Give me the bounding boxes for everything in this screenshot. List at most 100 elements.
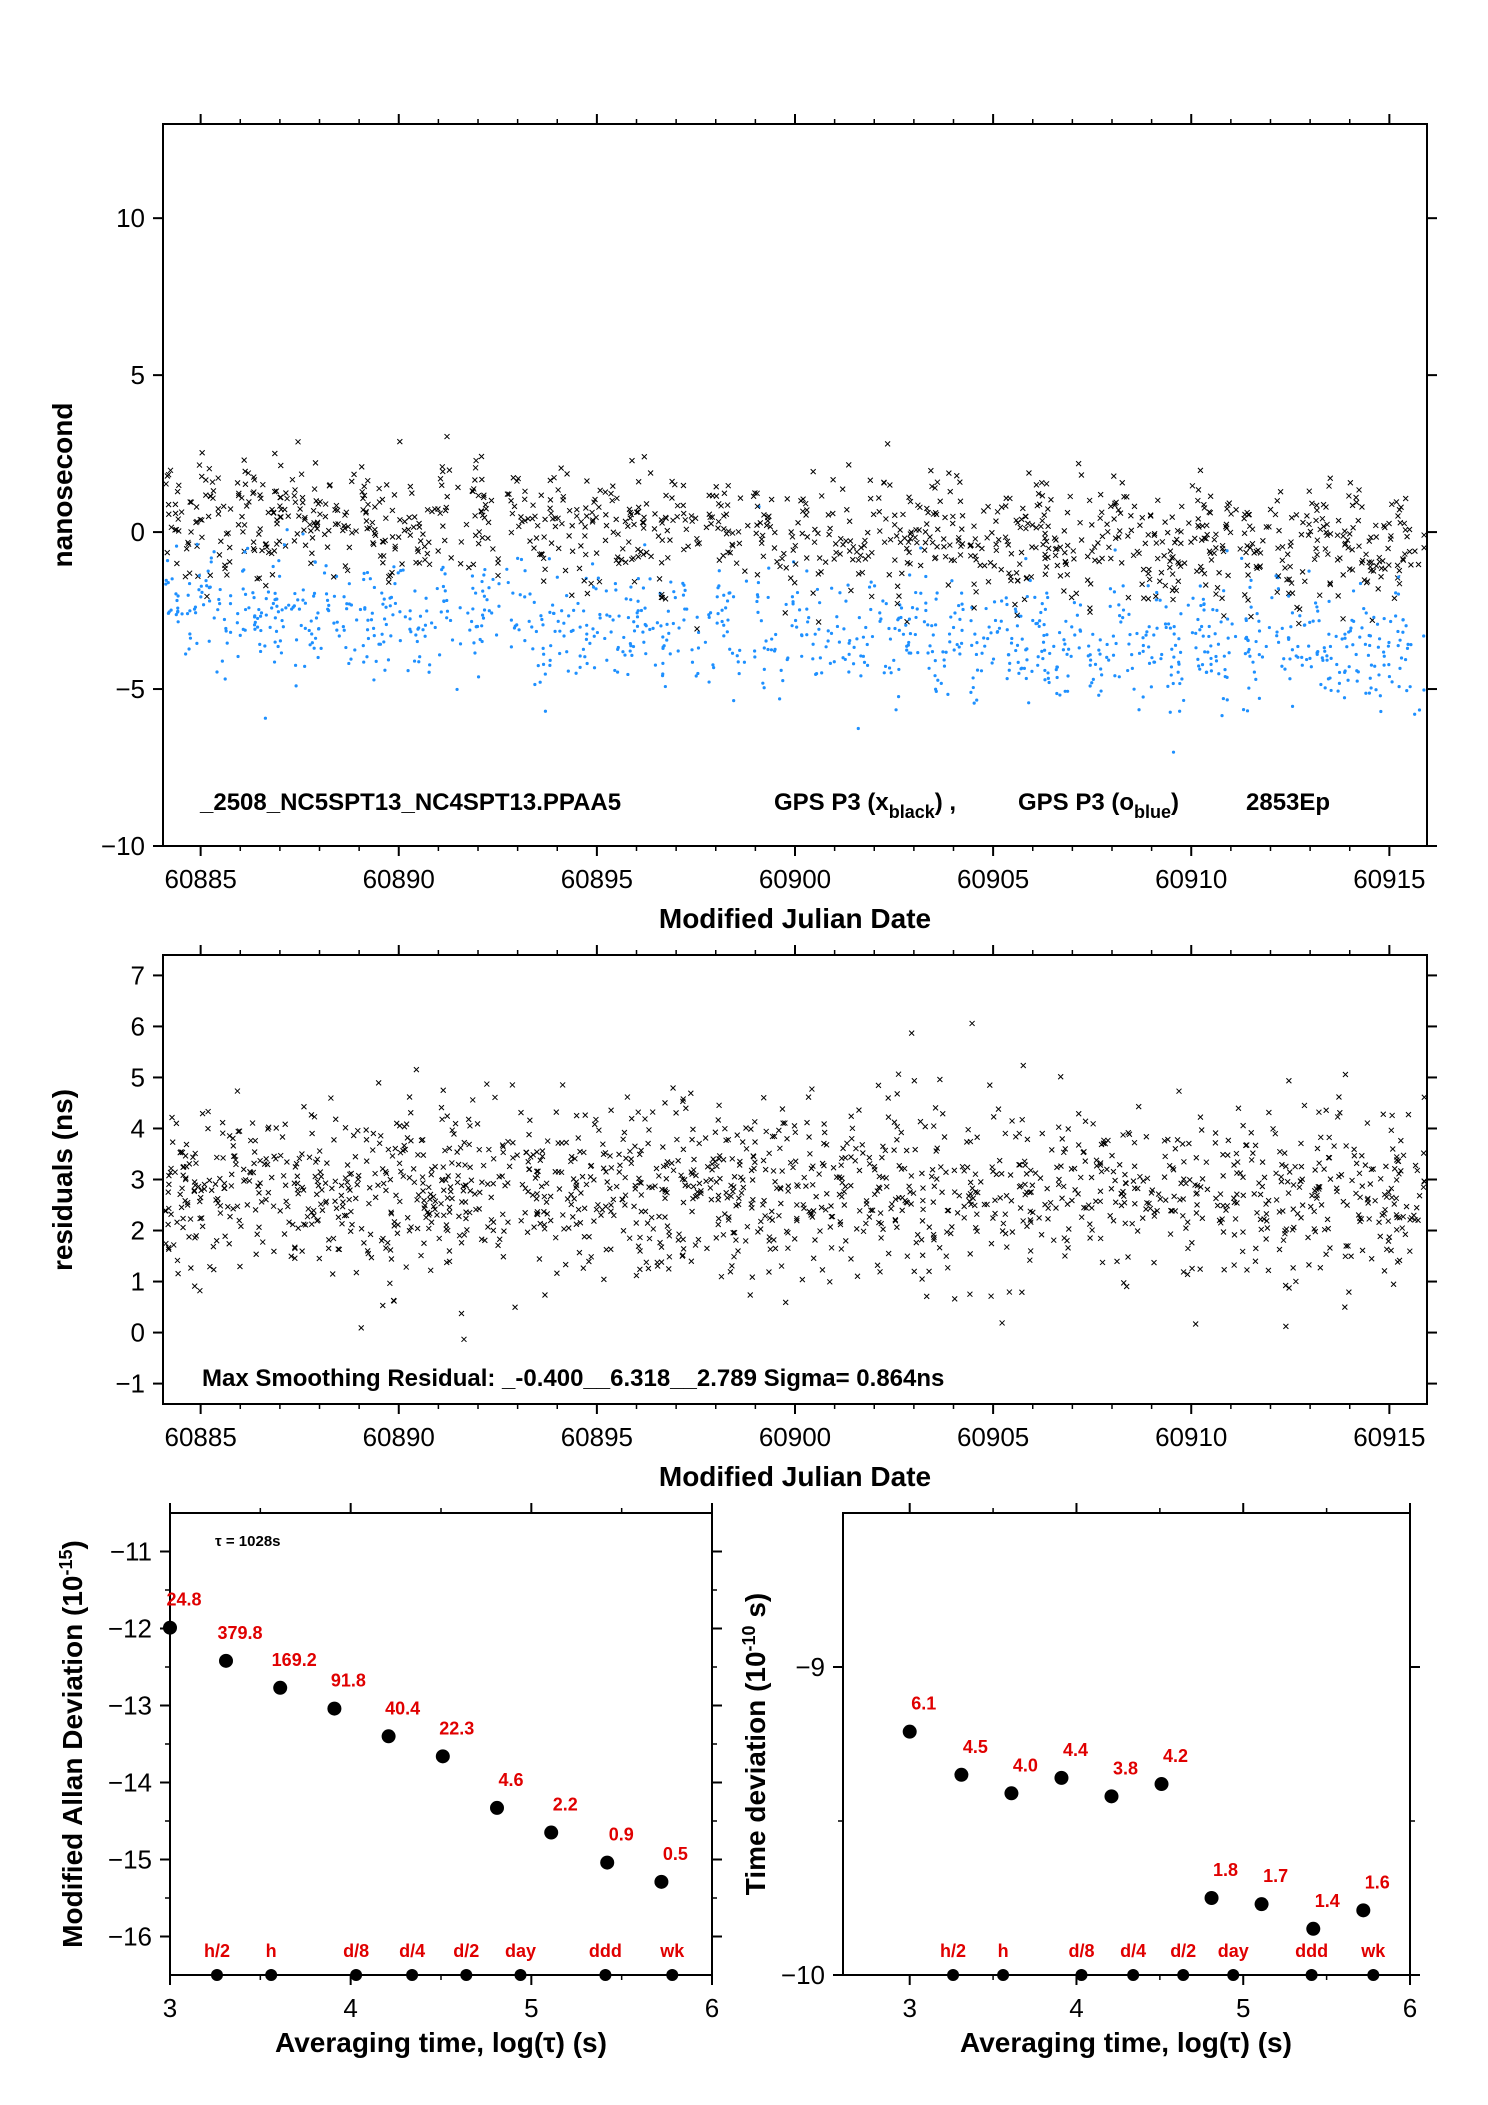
phase-point-blue bbox=[1322, 646, 1326, 650]
residual-point bbox=[822, 1206, 829, 1213]
residual-point bbox=[1020, 1218, 1027, 1224]
phase-point-black bbox=[1033, 524, 1040, 531]
phase-point-black bbox=[167, 467, 174, 474]
residual-point bbox=[707, 1185, 714, 1191]
phase-point-blue bbox=[1315, 605, 1319, 609]
residual-point bbox=[369, 1147, 376, 1153]
phase-point-blue bbox=[1113, 548, 1117, 552]
phase-point-black bbox=[703, 524, 710, 531]
phase-point-black bbox=[1320, 523, 1327, 530]
phase-point-black bbox=[441, 537, 448, 544]
residual-point bbox=[277, 1152, 284, 1159]
phase-point-black bbox=[581, 577, 588, 584]
phase-point-blue bbox=[774, 632, 778, 637]
phase-point-blue bbox=[1409, 643, 1413, 647]
residual-point bbox=[888, 1205, 894, 1212]
residual-point bbox=[919, 1197, 926, 1204]
phase-point-blue bbox=[1200, 624, 1204, 629]
phase-point-blue bbox=[786, 656, 790, 660]
residual-point bbox=[282, 1182, 289, 1189]
phase-point-black bbox=[1306, 488, 1313, 495]
phase-point-blue bbox=[800, 654, 804, 658]
phase-point-black bbox=[385, 579, 392, 585]
residual-point bbox=[1278, 1178, 1285, 1185]
residual-point bbox=[1137, 1173, 1143, 1180]
phase-point-blue bbox=[631, 644, 636, 649]
residual-point bbox=[1029, 1182, 1036, 1189]
residual-point bbox=[664, 1223, 671, 1230]
phase-point-blue bbox=[180, 612, 184, 616]
residual-point bbox=[882, 1147, 889, 1154]
phase-point-blue bbox=[224, 629, 228, 633]
residual-point bbox=[197, 1215, 203, 1222]
residual-point bbox=[1060, 1149, 1067, 1156]
phase-point-blue bbox=[1038, 619, 1042, 623]
residual-point bbox=[974, 1134, 981, 1141]
phase-point-black bbox=[1145, 531, 1152, 538]
residual-point bbox=[474, 1121, 481, 1127]
residual-point bbox=[418, 1252, 424, 1259]
residual-point bbox=[1180, 1196, 1187, 1202]
phase-point-blue bbox=[1289, 625, 1293, 629]
phase-point-black bbox=[1366, 538, 1373, 544]
residual-point bbox=[1075, 1142, 1082, 1148]
phase-point-blue bbox=[1179, 612, 1183, 616]
residual-point bbox=[1143, 1206, 1149, 1212]
phase-point-black bbox=[696, 540, 703, 546]
residual-point bbox=[650, 1226, 657, 1232]
residual-point bbox=[1324, 1216, 1331, 1223]
residual-point bbox=[828, 1244, 835, 1251]
residual-point bbox=[273, 1125, 280, 1131]
phase-point-blue bbox=[1389, 619, 1393, 624]
phase-point-blue bbox=[188, 609, 192, 613]
phase-point-black bbox=[1068, 594, 1075, 601]
phase-point-black bbox=[1260, 537, 1266, 544]
phase-point-blue bbox=[632, 620, 636, 624]
phase-point-blue bbox=[167, 610, 171, 614]
phase-point-blue bbox=[187, 581, 192, 586]
residual-point bbox=[1189, 1265, 1195, 1272]
phase-point-blue bbox=[811, 642, 815, 646]
phase-point-blue bbox=[437, 653, 442, 657]
phase-point-blue bbox=[1006, 653, 1011, 657]
residual-point bbox=[492, 1094, 498, 1101]
residual-point bbox=[354, 1127, 361, 1134]
residual-point bbox=[990, 1114, 997, 1120]
phase-point-black bbox=[799, 508, 806, 515]
phase-point-black bbox=[348, 478, 355, 485]
phase-point-black bbox=[624, 523, 631, 530]
phase-point-black bbox=[216, 552, 223, 558]
phase-point-blue bbox=[487, 586, 491, 590]
phase-point-blue bbox=[983, 644, 987, 648]
phase-point-black bbox=[1213, 544, 1219, 551]
phase-point-black bbox=[470, 561, 477, 568]
phase-point-blue bbox=[243, 550, 247, 554]
residual-point bbox=[1280, 1237, 1287, 1244]
tdev-point-label: 1.6 bbox=[1365, 1872, 1390, 1892]
residual-point bbox=[1198, 1127, 1205, 1133]
residual-point bbox=[1012, 1133, 1019, 1140]
phase-point-blue bbox=[1010, 636, 1014, 641]
phase-point-blue bbox=[778, 697, 782, 701]
phase-point-black bbox=[363, 518, 370, 524]
phase-point-blue bbox=[1091, 677, 1095, 681]
residual-point bbox=[1114, 1258, 1120, 1265]
residual-point bbox=[346, 1171, 353, 1178]
phase-point-black bbox=[582, 551, 589, 558]
residual-point bbox=[568, 1153, 575, 1160]
residual-point bbox=[759, 1201, 766, 1208]
residual-point bbox=[1306, 1262, 1312, 1268]
phase-point-black bbox=[1349, 502, 1356, 509]
phase-point-blue bbox=[715, 595, 719, 599]
residual-point bbox=[1071, 1165, 1078, 1172]
residual-point bbox=[449, 1195, 455, 1202]
phase-point-blue bbox=[1209, 644, 1213, 648]
residual-point bbox=[302, 1222, 309, 1228]
residual-point bbox=[977, 1179, 984, 1185]
residual-point bbox=[806, 1134, 812, 1140]
residual-point bbox=[531, 1224, 537, 1230]
phase-point-black bbox=[326, 482, 333, 489]
phase-point-black bbox=[767, 523, 774, 530]
phase-point-blue bbox=[581, 647, 586, 651]
phase-point-black bbox=[1204, 531, 1211, 538]
